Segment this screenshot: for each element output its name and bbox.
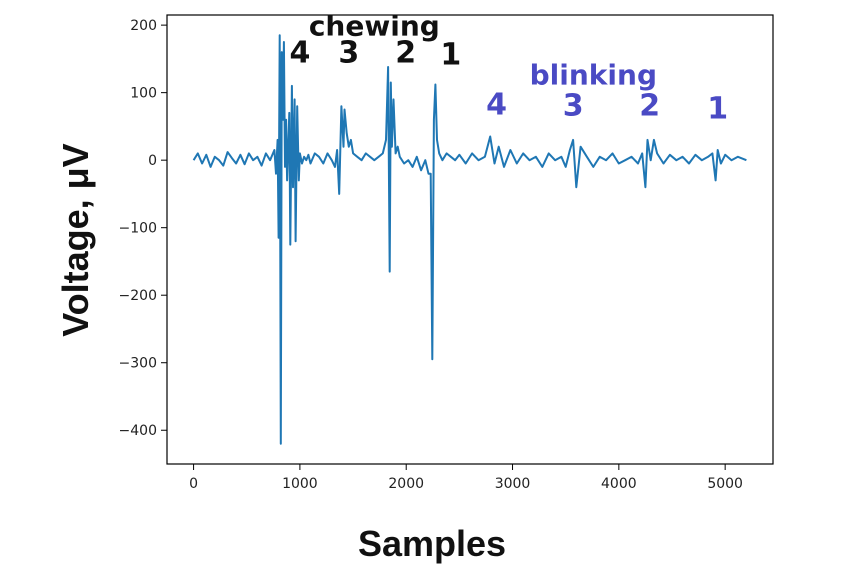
y-tick-label: 0: [148, 153, 157, 169]
y-tick-label: −400: [119, 423, 157, 439]
x-tick-label: 4000: [601, 476, 637, 492]
annotation-label: 2: [395, 35, 416, 70]
y-tick-label: 100: [130, 86, 157, 102]
y-tick-label: −100: [119, 221, 157, 237]
annotation-label: 4: [289, 35, 310, 70]
y-tick-label: −300: [119, 356, 157, 372]
axes: 0 1000 2000 3000 4000 50002001000−100−200−300…: [119, 14, 774, 492]
series-line: [192, 34, 747, 445]
x-axis-title: Samples: [358, 523, 506, 564]
y-tick-label: 200: [130, 18, 157, 34]
labels: Samples Voltage, μV: [55, 143, 506, 564]
annotation-label: chewing: [309, 9, 440, 42]
x-tick-label: 2000: [388, 476, 424, 492]
x-tick-label: 1000: [282, 476, 318, 492]
annotation-label: 1: [707, 91, 728, 126]
y-axis-title: Voltage, μV: [55, 143, 96, 336]
y-tick-label: −200: [119, 288, 157, 304]
plot-frame: [166, 14, 774, 465]
annotation-label: 2: [639, 89, 660, 124]
x-tick-label: 5000: [707, 476, 743, 492]
annotation-label: 3: [338, 35, 359, 70]
annotation-label: 4: [486, 87, 507, 122]
annotation-label: 3: [563, 89, 584, 124]
x-tick-label: 0: [189, 476, 198, 492]
annotation-label: blinking: [530, 59, 657, 92]
plot-area: [192, 34, 747, 445]
x-tick-label: 3000: [495, 476, 531, 492]
annotation-label: 1: [440, 37, 461, 72]
